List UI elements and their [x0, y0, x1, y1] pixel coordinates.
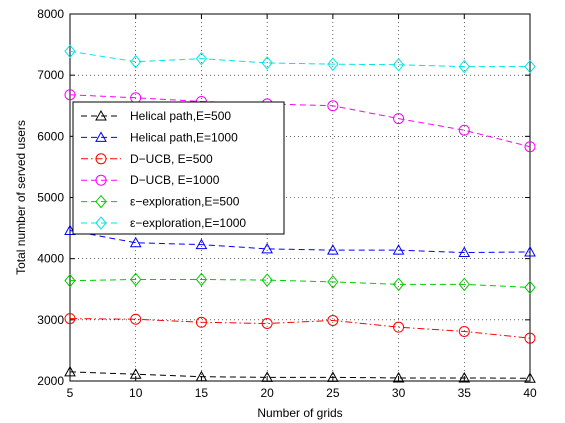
x-tick-label: 10 [129, 386, 143, 400]
data-point [261, 273, 273, 287]
legend-marker [95, 216, 107, 230]
data-point [327, 371, 339, 382]
data-series [64, 44, 536, 383]
legend-label: D−UCB, E=1000 [130, 173, 220, 187]
series-3 [64, 313, 536, 344]
data-point [458, 59, 470, 74]
axis-ticks: 5 10 15 20 25 30 35 40 2000 3000 4000 5000 6000 7000 8… [37, 7, 537, 400]
data-point [64, 365, 76, 377]
data-point [64, 89, 76, 101]
data-point [524, 245, 536, 257]
legend-label: D−UCB, E=500 [130, 152, 213, 166]
data-point [327, 275, 339, 289]
data-point [327, 314, 339, 326]
legend-marker [95, 153, 107, 165]
series-line [69, 230, 531, 254]
data-point [130, 54, 142, 69]
data-point [195, 370, 208, 382]
data-point [261, 242, 273, 254]
data-point [130, 313, 142, 325]
series-line [69, 50, 530, 68]
legend-marker [95, 174, 107, 186]
data-point [64, 44, 76, 59]
x-tick-label: 5 [67, 386, 74, 400]
x-tick-label: 40 [523, 386, 537, 400]
data-point [195, 238, 208, 250]
legend-label: ε−exploration,E=1000 [130, 216, 246, 230]
x-tick-label: 30 [392, 386, 406, 400]
data-point [261, 56, 273, 70]
y-tick-label: 3000 [37, 313, 64, 327]
legend-label: Helical path,E=500 [130, 109, 231, 123]
data-point [195, 51, 208, 66]
data-point [64, 313, 76, 325]
data-point [261, 371, 273, 382]
data-point [524, 372, 536, 383]
legend-label: Helical path,E=1000 [130, 130, 238, 144]
y-tick-label: 5000 [37, 191, 64, 205]
data-point [129, 236, 142, 248]
data-point [64, 273, 76, 288]
y-tick-label: 2000 [37, 374, 64, 388]
series-6 [64, 44, 536, 74]
legend-box [72, 101, 285, 235]
series-5 [64, 272, 536, 295]
data-point [524, 280, 536, 295]
data-point [458, 246, 471, 258]
legend: Helical path,E=500 Helical path,E=1000 D−U… [72, 101, 285, 235]
data-point [392, 277, 405, 292]
x-tick-label: 20 [260, 386, 274, 400]
data-point [392, 371, 405, 383]
data-point [392, 57, 405, 72]
data-point [458, 325, 470, 337]
series-2 [64, 224, 536, 258]
series-line [69, 371, 531, 379]
legend-label: ε−exploration,E=500 [130, 195, 240, 209]
series-line [69, 318, 531, 339]
y-axis-title: Total number of served users [14, 120, 28, 275]
x-tick-label: 25 [326, 386, 340, 400]
y-tick-label: 8000 [37, 7, 64, 21]
data-point [327, 100, 339, 112]
data-point [458, 277, 470, 292]
data-point [129, 368, 142, 379]
legend-marker [95, 194, 107, 209]
y-tick-label: 6000 [37, 129, 64, 143]
data-point [393, 113, 405, 125]
data-point [327, 57, 339, 71]
data-point [524, 59, 536, 74]
data-point [458, 124, 470, 136]
data-point [524, 332, 536, 344]
series-1 [64, 365, 536, 383]
x-axis-title: Number of grids [257, 406, 342, 420]
series-line [69, 94, 531, 148]
data-point [261, 318, 273, 330]
y-tick-label: 4000 [37, 252, 64, 266]
data-point [458, 371, 471, 383]
data-point [524, 141, 536, 153]
data-point [195, 316, 207, 328]
x-tick-label: 15 [195, 386, 209, 400]
data-point [392, 244, 405, 255]
x-tick-label: 35 [458, 386, 472, 400]
data-point [327, 244, 339, 255]
data-point [393, 321, 405, 333]
y-tick-label: 7000 [37, 68, 64, 82]
data-point [130, 272, 142, 287]
legend-marker [95, 131, 107, 142]
legend-marker [95, 109, 107, 121]
data-point [195, 272, 208, 287]
series-line [69, 278, 531, 288]
